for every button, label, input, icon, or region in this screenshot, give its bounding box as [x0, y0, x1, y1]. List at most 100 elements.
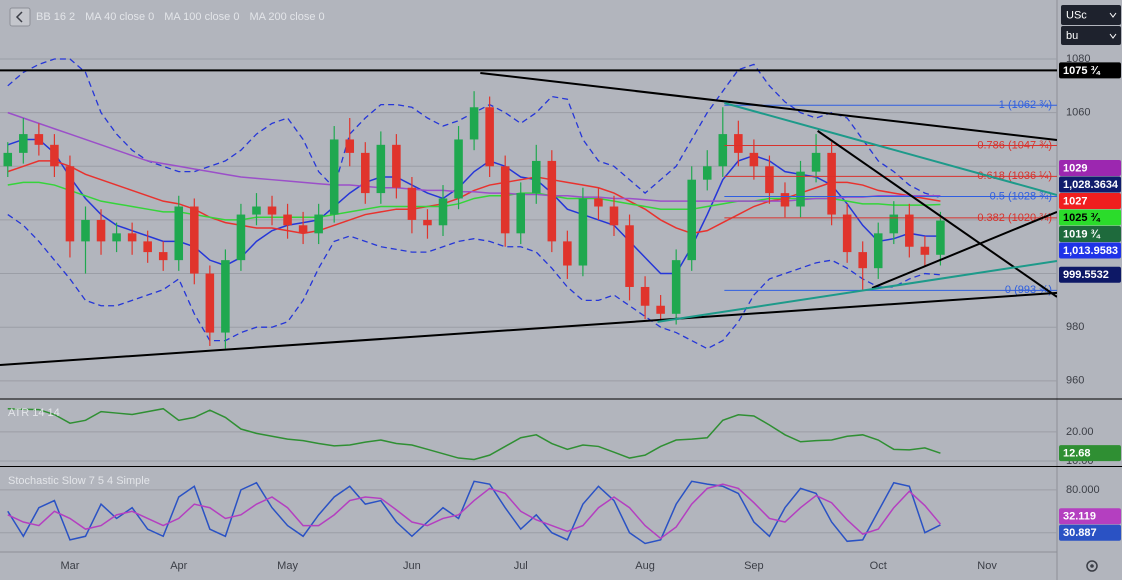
candle-body [298, 225, 308, 234]
price-tag-label: 1,013.9583 [1063, 245, 1118, 257]
candle-body [392, 144, 401, 188]
fib-label: 0.786 (1047 ¾) [977, 139, 1052, 151]
price-tag [1059, 445, 1121, 462]
fib-label: 0.5 (1028 ¾) [990, 190, 1052, 202]
currency-select-box[interactable] [1061, 5, 1121, 25]
candle-body [718, 134, 728, 167]
candle-body [578, 198, 588, 266]
trendline [724, 102, 1057, 196]
y-tick-label: 960 [1066, 375, 1084, 387]
candle-body [407, 187, 417, 220]
price-tag-label: 1029 [1063, 162, 1087, 174]
back-button-box[interactable] [9, 7, 31, 27]
price-tag-label: 1075 ¾ [1063, 65, 1101, 77]
candle-body [65, 166, 75, 242]
candle-body [547, 160, 557, 242]
x-tick-label: Aug [635, 560, 655, 572]
price-tag [1059, 266, 1121, 283]
price-tag-label: 1025 ¾ [1063, 212, 1101, 224]
y-tick-label: 1080 [1066, 53, 1090, 65]
fib-label: 0.618 (1036 ¼) [977, 170, 1052, 182]
panel [0, 480, 1057, 545]
candle-body [531, 160, 541, 194]
candle-body [842, 214, 852, 253]
back-icon [15, 11, 23, 23]
x-tick-label: May [277, 560, 298, 572]
indicator-title: ATR 14 14 [8, 407, 60, 419]
candle-body [376, 144, 386, 194]
candle-body [143, 241, 152, 253]
candle-body [749, 152, 759, 167]
candle-body [485, 107, 494, 167]
x-tick-label: Mar [60, 560, 79, 572]
back-button[interactable] [9, 7, 31, 27]
price-tag [1059, 193, 1121, 210]
x-tick-label: Jul [514, 560, 528, 572]
candle-body [594, 198, 603, 207]
y-tick-label: 980 [1066, 321, 1084, 333]
trendline [817, 130, 1057, 298]
x-tick-label: Jun [403, 560, 421, 572]
candle-body [50, 144, 59, 167]
dropdown-arrow [1109, 12, 1117, 18]
candle-body [438, 198, 448, 226]
price-tag-label: 1,028.3634 [1063, 179, 1119, 191]
price-tag [1059, 62, 1121, 79]
candle-body [765, 166, 774, 194]
candle-body [19, 134, 28, 153]
candle-body [936, 220, 945, 255]
price-tag [1059, 160, 1121, 177]
candle-body [889, 214, 899, 234]
currency-select[interactable]: USc [1061, 5, 1121, 25]
candle-body [236, 214, 246, 261]
trendline [657, 259, 1057, 323]
y-tick-label: 80.000 [1066, 484, 1100, 496]
candle-body [252, 206, 261, 215]
currency-select-label: USc [1066, 9, 1087, 21]
candle-body [329, 139, 339, 215]
candle-body [283, 214, 292, 226]
candle-body [920, 246, 930, 255]
legend-entry: MA 100 close 0 [164, 11, 239, 23]
candle-body [500, 166, 510, 234]
unit-select-label: bu [1066, 30, 1078, 42]
candle-body [827, 152, 836, 215]
y-tick-label: 20.00 [1066, 426, 1094, 438]
candle-body [158, 252, 168, 261]
candle-body [190, 206, 199, 274]
price-tag-label: 1019 ¾ [1063, 228, 1101, 240]
panel: 1 (1062 ¾) 0.786 (1047 ¾) 0.618 (1036 ¼) 0.… [0, 58, 1057, 382]
price-tag [1059, 226, 1121, 243]
unit-select-box[interactable] [1061, 26, 1121, 45]
settings-gear-hub [1090, 564, 1094, 568]
candle-body [267, 206, 277, 215]
unit-select[interactable]: bu [1061, 26, 1121, 45]
x-tick-label: Nov [977, 560, 997, 572]
x-tick-label: Sep [744, 560, 764, 572]
bb-lower [7, 214, 941, 350]
candle-body [905, 214, 914, 247]
candle-body [3, 152, 13, 167]
candle-body [454, 139, 463, 199]
candle-body [361, 152, 370, 194]
price-tag-label: 32.119 [1063, 511, 1096, 523]
candle-body [858, 252, 867, 269]
bb-basis [7, 138, 941, 275]
indicator-line [7, 483, 941, 540]
trendline [0, 291, 1057, 367]
candle-body [34, 134, 44, 145]
candle-body [640, 286, 650, 306]
price-tag [1059, 176, 1121, 193]
settings-gear[interactable] [1086, 560, 1098, 572]
candle-body [314, 214, 323, 234]
candle-body [796, 171, 805, 207]
legend-entry: MA 40 close 0 [85, 11, 154, 23]
price-tag [1059, 209, 1121, 226]
candle-body [873, 233, 883, 269]
price-tag-label: 30.887 [1063, 527, 1097, 539]
indicator-title: Stochastic Slow 7 5 4 Simple [8, 475, 150, 487]
settings-icon[interactable] [1086, 560, 1098, 572]
legend-entry: MA 200 close 0 [249, 11, 324, 23]
candle-body [205, 273, 215, 333]
